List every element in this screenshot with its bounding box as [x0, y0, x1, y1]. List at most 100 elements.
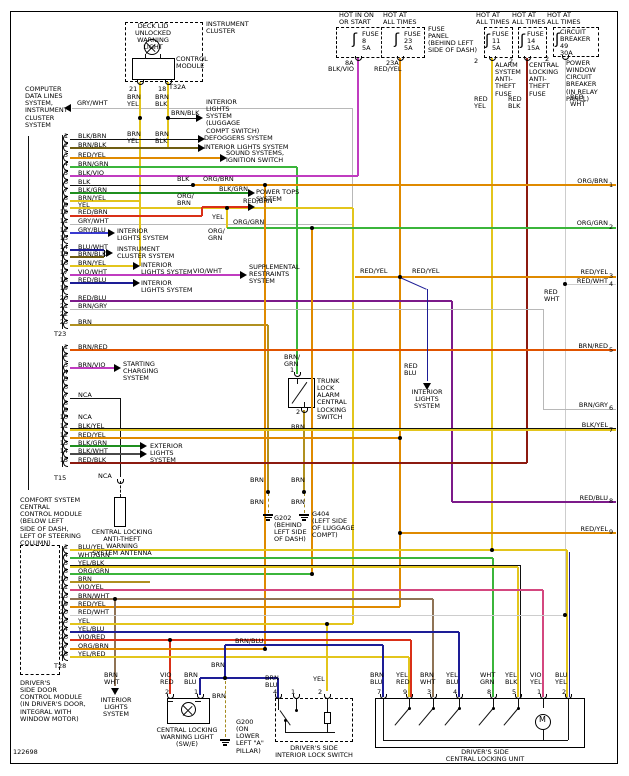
contact-dot	[284, 719, 287, 722]
wire-segment	[70, 282, 133, 284]
wire-segment	[493, 698, 494, 708]
label: YEL	[78, 617, 90, 625]
connector-pin-bracket-icon	[63, 235, 68, 244]
contact-dot	[492, 707, 495, 710]
label: RED/YEL	[78, 600, 106, 608]
label: INTERIOR LIGHTS SYSTEM (LUGGAGE COMPT SW…	[206, 98, 260, 135]
wire-segment	[518, 698, 519, 708]
connector-pin-bracket-icon	[63, 449, 68, 458]
label: RED/YEL	[580, 268, 608, 276]
label: 12	[59, 431, 68, 439]
connector-pin-bracket-icon	[63, 261, 68, 270]
label: RED/BLU	[78, 294, 107, 302]
label: BRN	[78, 318, 92, 326]
label: 5	[63, 559, 68, 567]
wire-segment	[408, 657, 410, 697]
junction-dot	[310, 572, 314, 576]
label: ORG/ BRN	[177, 192, 194, 208]
pin-terminal-icon	[137, 80, 144, 85]
label: CENTRAL LOCKING ANTI-THEFT WARNING SYSTE…	[91, 528, 153, 558]
junction-dot	[563, 613, 567, 617]
junction-dot	[263, 183, 267, 187]
label: BLK	[177, 175, 190, 183]
deck-lid-warning-lamp-icon	[144, 39, 160, 55]
diagram-id: 122698	[13, 748, 38, 756]
connector-pin-bracket-icon	[63, 162, 68, 171]
label: G200 (ON LOWER LEFT "A" PILLAR)	[236, 718, 264, 755]
label: 27	[59, 642, 68, 650]
label: SOUND SYSTEMS, IGNITION SWITCH	[226, 149, 285, 165]
label: RED/BLK	[78, 456, 107, 464]
wire-segment	[145, 54, 146, 59]
label: CENTRAL LOCKING WARNING LIGHT (SW/E)	[156, 726, 218, 749]
control-module-box	[132, 58, 175, 80]
pin-terminal-icon	[117, 479, 124, 484]
wire-segment	[70, 557, 493, 559]
wire-segment	[70, 265, 133, 267]
wire-segment	[120, 481, 121, 497]
label: 17	[59, 268, 68, 276]
label: 21	[59, 302, 68, 310]
label: 6	[63, 178, 68, 186]
label: INTERIOR LIGHTS SYSTEM	[204, 143, 289, 151]
label: RED/BRN	[78, 208, 108, 216]
label: 4	[63, 368, 68, 376]
wire-segment	[70, 166, 297, 168]
label: BRN/VIO	[78, 361, 106, 369]
connector-pin-bracket-icon	[63, 353, 68, 362]
label: BRN/GRN	[78, 160, 109, 168]
label: 7	[63, 391, 68, 399]
wire-segment	[70, 256, 104, 258]
label: BRN BLK	[155, 130, 169, 146]
label: 2	[165, 688, 170, 696]
junction-dot	[398, 436, 402, 440]
wire-segment	[267, 325, 269, 492]
wire-segment	[70, 349, 616, 351]
arrow-interior-lights-down-2	[111, 688, 119, 695]
label: 16	[59, 259, 68, 267]
wire-segment	[70, 581, 150, 583]
wire-segment	[458, 632, 460, 697]
junction-dot	[223, 676, 227, 680]
arrow-interior-lights-luggage	[196, 114, 203, 122]
wire-segment	[285, 720, 286, 732]
arrow-interior-lights	[198, 144, 205, 152]
label: 1	[291, 688, 296, 696]
wire-segment	[225, 681, 226, 737]
junction-dot	[398, 531, 402, 535]
fuse-14-box	[518, 27, 547, 58]
label: RED BLU	[404, 362, 418, 378]
label: HOT AT ALL TIMES	[547, 11, 581, 27]
label: RED WHT	[570, 93, 586, 109]
label: BRN YEL	[127, 93, 141, 109]
label: EXTERIOR LIGHTS SYSTEM	[150, 442, 183, 465]
wire-segment	[169, 640, 171, 694]
fuse-element-icon: ʃ	[352, 30, 358, 48]
label: 13	[59, 234, 68, 242]
label: RED WHT	[544, 288, 560, 304]
pin-terminal-icon	[565, 694, 572, 699]
wire-segment	[383, 698, 384, 740]
wire-segment	[70, 445, 140, 447]
label: BRN/YEL	[78, 259, 106, 267]
label: 10	[59, 413, 68, 421]
connector-pin-bracket-icon	[63, 320, 68, 329]
label: YEL/BLK	[78, 559, 105, 567]
wire-segment	[526, 58, 528, 463]
label: 13	[59, 592, 68, 600]
label: BRN/GRY	[78, 302, 108, 310]
label: 3	[63, 361, 68, 369]
label: BRN	[211, 661, 225, 669]
wire-segment	[139, 82, 141, 266]
label: RED/YEL	[580, 525, 608, 533]
wire-segment	[160, 54, 161, 59]
wire-segment	[70, 428, 616, 429]
label: 14	[59, 243, 68, 251]
wire-segment	[70, 324, 268, 326]
label: 7	[609, 426, 614, 434]
wire-segment	[70, 185, 193, 186]
label: 9	[63, 201, 68, 209]
label: GRY/WHT	[78, 217, 109, 225]
wire-segment	[432, 599, 434, 697]
pin-terminal-icon	[524, 56, 531, 61]
